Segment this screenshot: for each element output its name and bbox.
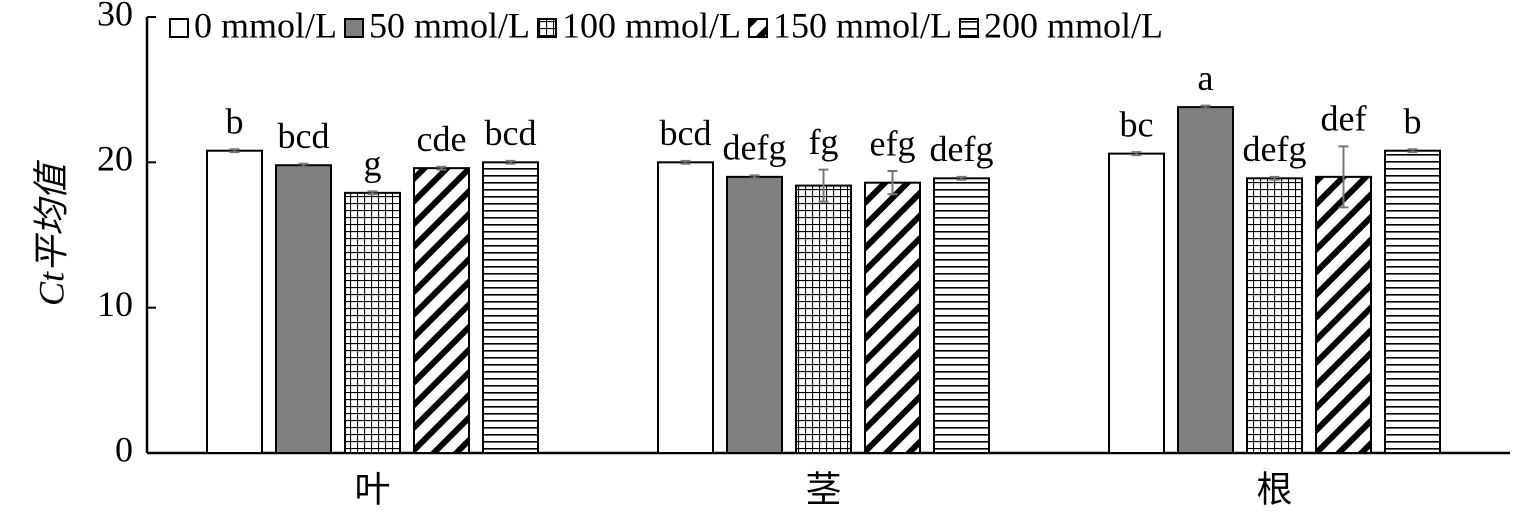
y-axis-label: Ct平均值 — [31, 159, 71, 306]
y-tick-label: 10 — [97, 284, 133, 324]
bar — [482, 161, 539, 454]
significance-label: g — [364, 144, 382, 184]
bar — [344, 191, 401, 454]
bar — [657, 161, 714, 454]
error-bar — [1338, 145, 1349, 209]
legend-label: 150 mmol/L — [773, 5, 952, 45]
significance-label: fg — [809, 122, 839, 162]
bar — [1246, 177, 1303, 454]
bar — [1108, 152, 1165, 454]
x-tick-label: 茎 — [805, 469, 841, 509]
y-tick-label: 30 — [97, 0, 133, 33]
error-bar — [1200, 104, 1211, 110]
legend-label: 50 mmol/L — [369, 5, 530, 45]
error-bar — [1407, 148, 1418, 154]
bar — [1315, 175, 1372, 454]
significance-label: bcd — [278, 116, 330, 156]
legend-label: 100 mmol/L — [562, 5, 741, 45]
error-bar — [956, 175, 967, 181]
legend-swatch — [169, 18, 189, 38]
legend-swatch — [748, 18, 768, 38]
significance-label: b — [226, 102, 244, 142]
error-bar — [1269, 175, 1280, 181]
significance-label: efg — [870, 123, 916, 163]
x-tick-label: 根 — [1256, 469, 1292, 509]
error-bar — [680, 159, 691, 165]
significance-label: a — [1198, 58, 1214, 98]
legend-swatch — [537, 18, 557, 38]
error-bar — [749, 174, 760, 180]
error-bar — [229, 148, 240, 154]
error-bar — [1131, 151, 1142, 157]
significance-label: bcd — [485, 113, 537, 153]
significance-label: bc — [1120, 104, 1154, 144]
bar — [413, 167, 470, 454]
bar — [1177, 106, 1234, 455]
error-bar — [298, 162, 309, 168]
legend-swatch — [959, 18, 979, 38]
significance-label: bcd — [660, 113, 712, 153]
legend-label: 200 mmol/L — [984, 5, 1163, 45]
significance-label: defg — [930, 129, 994, 169]
significance-label: def — [1321, 99, 1367, 139]
y-tick-label: 20 — [97, 139, 133, 179]
error-bar — [367, 190, 378, 196]
bar — [726, 175, 783, 454]
bar — [933, 177, 990, 454]
error-bar — [887, 170, 898, 196]
significance-label: defg — [723, 128, 787, 168]
x-tick-label: 叶 — [354, 469, 390, 509]
significance-label: cde — [417, 119, 467, 159]
bar — [206, 149, 263, 454]
error-bar — [436, 165, 447, 171]
significance-label: defg — [1243, 129, 1307, 169]
bar — [864, 181, 921, 454]
error-bar — [818, 168, 829, 203]
legend-label: 0 mmol/L — [194, 5, 337, 45]
bar — [275, 164, 332, 455]
bar — [1384, 149, 1441, 454]
y-tick-label: 0 — [115, 429, 133, 469]
bar — [795, 184, 852, 454]
error-bar — [505, 159, 516, 165]
significance-label: b — [1404, 102, 1422, 142]
legend-swatch — [344, 18, 364, 38]
